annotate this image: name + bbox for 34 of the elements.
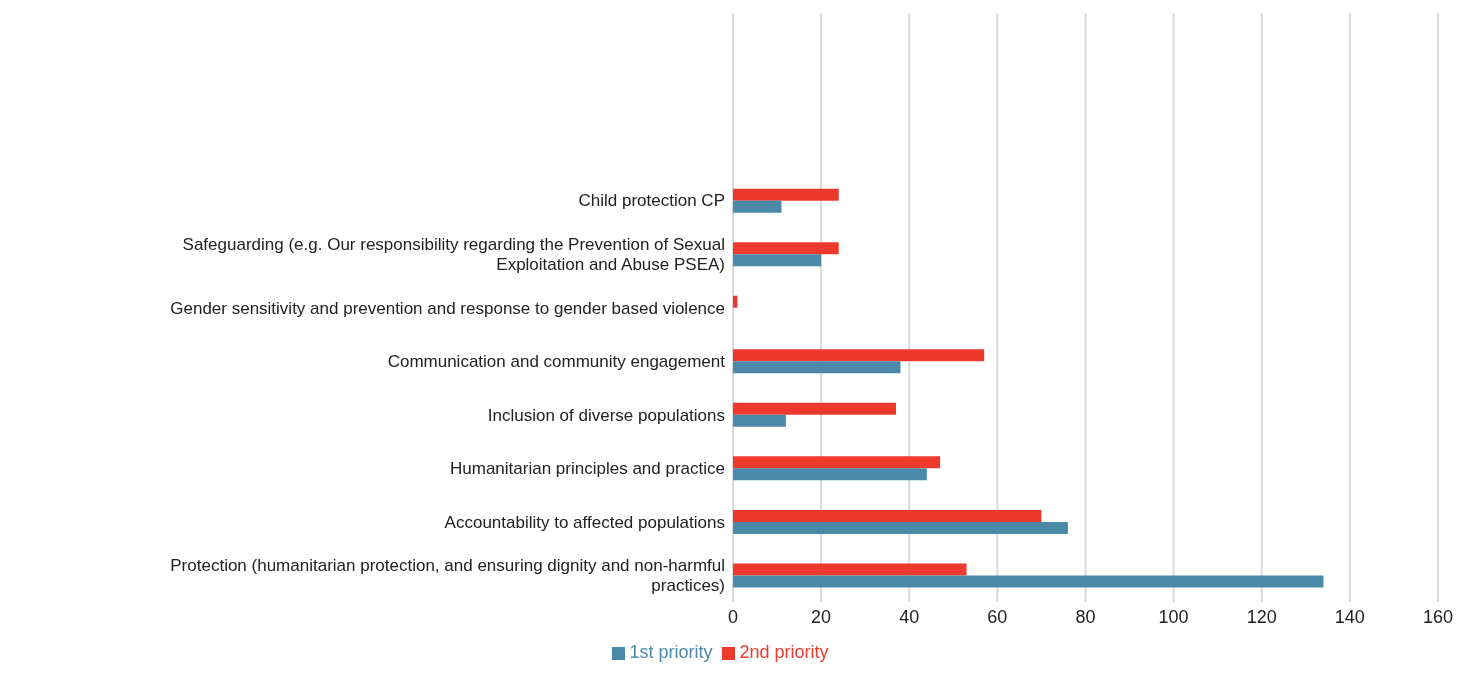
bar [733, 402, 897, 415]
x-tick-label: 60 [987, 606, 1008, 627]
bar [733, 521, 1068, 534]
bar [733, 509, 1042, 522]
legend-label: 2nd priority [739, 642, 829, 662]
bar [733, 414, 786, 427]
y-tick-label: Inclusion of diverse populations [487, 405, 725, 425]
y-tick-label: Humanitarian principles and practice [450, 458, 725, 478]
y-tick-label: Protection (humanitarian protection, and ensuring dignity and non-harmful practices) [170, 555, 725, 595]
bar [733, 563, 967, 576]
x-tick-label: 100 [1158, 606, 1189, 627]
x-tick-label: 40 [899, 606, 920, 627]
y-tick-label: Accountability to affected populations [444, 512, 725, 532]
bar [733, 349, 985, 362]
y-tick-label: Gender sensitivity and prevention and response to gender based violence [170, 298, 725, 317]
bar [733, 242, 839, 255]
y-tick-label: Safeguarding (e.g. Our responsibility regarding the Prevention of Sexual Exploitation and Abuse PSEA) [182, 234, 725, 274]
legend-label: 1st priority [629, 642, 713, 662]
x-tick-label: 120 [1246, 606, 1277, 627]
x-tick-label: 80 [1075, 606, 1096, 627]
x-tick-label: 160 [1422, 606, 1454, 627]
y-tick-label: Child protection CP [578, 190, 725, 210]
bar [733, 295, 738, 308]
bar [733, 468, 927, 481]
bar [733, 575, 1324, 588]
bar [733, 361, 901, 374]
bar [733, 188, 839, 201]
bar [733, 200, 782, 213]
bar [733, 456, 941, 469]
x-tick-label: 140 [1334, 606, 1365, 627]
bar [733, 254, 822, 267]
x-tick-label: 0 [727, 606, 739, 627]
y-tick-label: Communication and community engagement [387, 351, 726, 371]
x-tick-label: 20 [811, 606, 832, 627]
